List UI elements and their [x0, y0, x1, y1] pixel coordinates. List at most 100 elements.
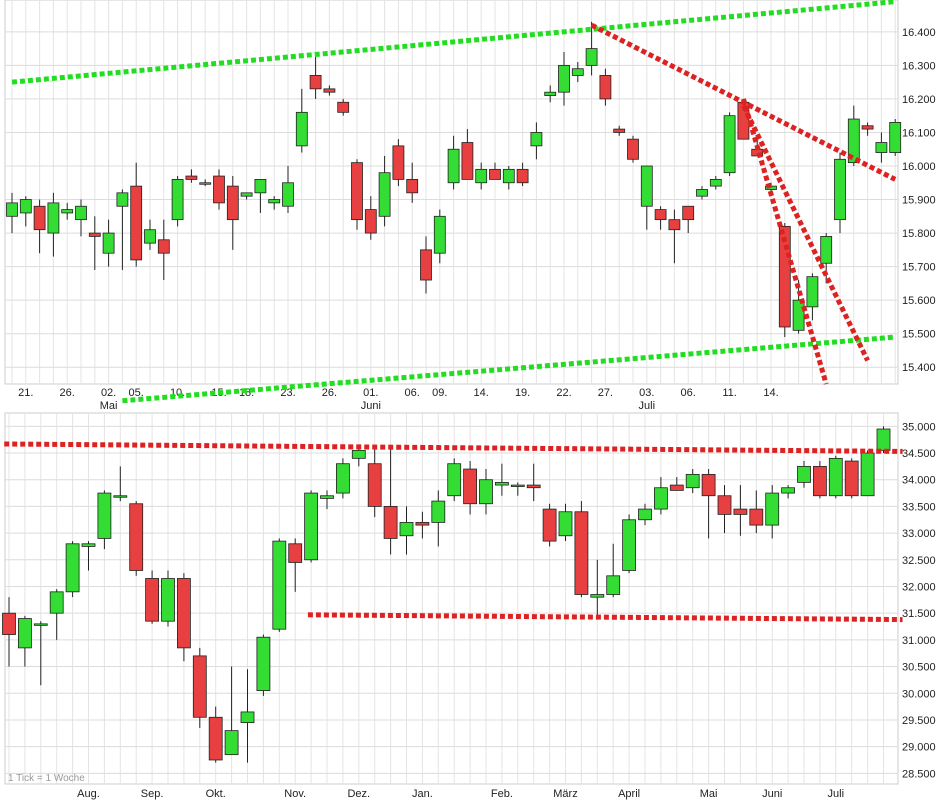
candle-body-down — [2, 612, 16, 635]
candle — [447, 135, 460, 190]
y-tick-label: 31.500 — [902, 608, 936, 620]
y-tick-label: 29.500 — [902, 715, 936, 727]
weekly-candlestick-panel: 35.000 34.500 34.000 33.500 33.000 32.500 32.0… — [2, 412, 936, 800]
candle — [709, 176, 722, 190]
candle — [475, 162, 488, 190]
candle — [47, 192, 60, 257]
candle — [254, 179, 267, 213]
candle — [834, 152, 846, 234]
candle-body-down — [654, 209, 667, 221]
y-tick-label: 15.600 — [902, 295, 936, 307]
candle-body-up — [240, 192, 253, 197]
candle-body-up — [113, 495, 128, 498]
x-tick-label: Nov. — [284, 788, 306, 800]
candle — [844, 458, 859, 499]
candle — [185, 169, 198, 183]
candle-body-up — [638, 508, 652, 521]
candle — [161, 570, 175, 627]
candle — [494, 463, 509, 496]
candle — [860, 450, 875, 497]
candle — [19, 196, 32, 227]
candle — [627, 135, 639, 163]
candle-body-down — [844, 460, 859, 497]
candle — [669, 477, 684, 491]
candle — [295, 88, 308, 153]
candle — [431, 490, 446, 547]
candle — [171, 176, 184, 227]
candle-body-up — [860, 452, 875, 497]
candle-body-up — [272, 540, 287, 630]
candle-body-up — [199, 182, 212, 185]
candle — [130, 162, 143, 267]
candle-body-down — [627, 138, 639, 160]
trendline — [741, 104, 870, 362]
candle-body-up — [282, 182, 294, 207]
candle — [304, 490, 319, 563]
y-tick-label: 15.400 — [902, 362, 936, 374]
candle — [33, 621, 48, 686]
candle — [797, 461, 811, 488]
x-tick-label: 27. — [598, 387, 613, 399]
candle — [383, 445, 398, 555]
candle-body-down — [861, 125, 874, 130]
candle — [847, 105, 860, 166]
candle-body-up — [240, 711, 255, 724]
candle-body-up — [81, 543, 96, 547]
candle-body-up — [102, 232, 115, 254]
y-tick-label: 35.000 — [902, 421, 936, 433]
candle-body-down — [367, 463, 382, 507]
candle-body-up — [475, 168, 488, 184]
candle-body-down — [669, 484, 684, 491]
candle-body-up — [254, 179, 267, 194]
candle-body-down — [599, 75, 612, 100]
candle — [113, 466, 128, 502]
candle-body-down — [717, 495, 732, 515]
candle — [2, 597, 16, 667]
candle-body-up — [116, 192, 129, 207]
candle — [256, 634, 271, 696]
candle-body-up — [65, 543, 80, 593]
candle — [502, 165, 515, 190]
y-tick-label: 34.500 — [902, 448, 936, 460]
x-tick-label: 21. — [18, 387, 33, 399]
x-tick-label: 06. — [405, 387, 420, 399]
candle-body-down — [208, 716, 223, 761]
candle — [61, 202, 74, 220]
candle — [781, 485, 795, 499]
candle-body-down — [192, 655, 207, 718]
x-tick-label: Mai — [700, 788, 718, 800]
candle-body-up — [502, 168, 515, 184]
candle — [17, 615, 32, 667]
candle-body-up — [320, 495, 334, 499]
candle — [145, 570, 160, 624]
candle-body-up — [820, 236, 833, 264]
candle-body-up — [571, 68, 584, 76]
candle-body-down — [463, 468, 478, 505]
candle — [88, 216, 101, 270]
trendline — [11, 0, 896, 85]
candle-body-up — [295, 111, 308, 147]
candle-body-up — [847, 118, 860, 164]
candle-body-up — [558, 64, 570, 93]
candle — [638, 503, 652, 526]
y-tick-label: 31.000 — [902, 635, 936, 647]
candle — [668, 209, 681, 264]
candle — [606, 543, 621, 598]
candle — [415, 511, 430, 539]
candle-body-up — [806, 276, 819, 308]
candle-body-down — [129, 503, 144, 571]
candle — [323, 85, 336, 96]
x-tick-label: 23. — [280, 387, 295, 399]
trendline — [4, 441, 903, 454]
candle — [224, 666, 239, 756]
y-tick-label: 30.500 — [902, 662, 936, 674]
candle — [516, 162, 529, 187]
candle — [433, 209, 446, 264]
candle — [526, 463, 541, 502]
candle-body-up — [256, 636, 271, 691]
x-tick-label: Feb. — [491, 788, 513, 800]
trendline — [740, 98, 829, 385]
candle — [447, 458, 462, 502]
x-tick-label: Jan. — [412, 788, 433, 800]
candle-body-up — [351, 449, 366, 459]
